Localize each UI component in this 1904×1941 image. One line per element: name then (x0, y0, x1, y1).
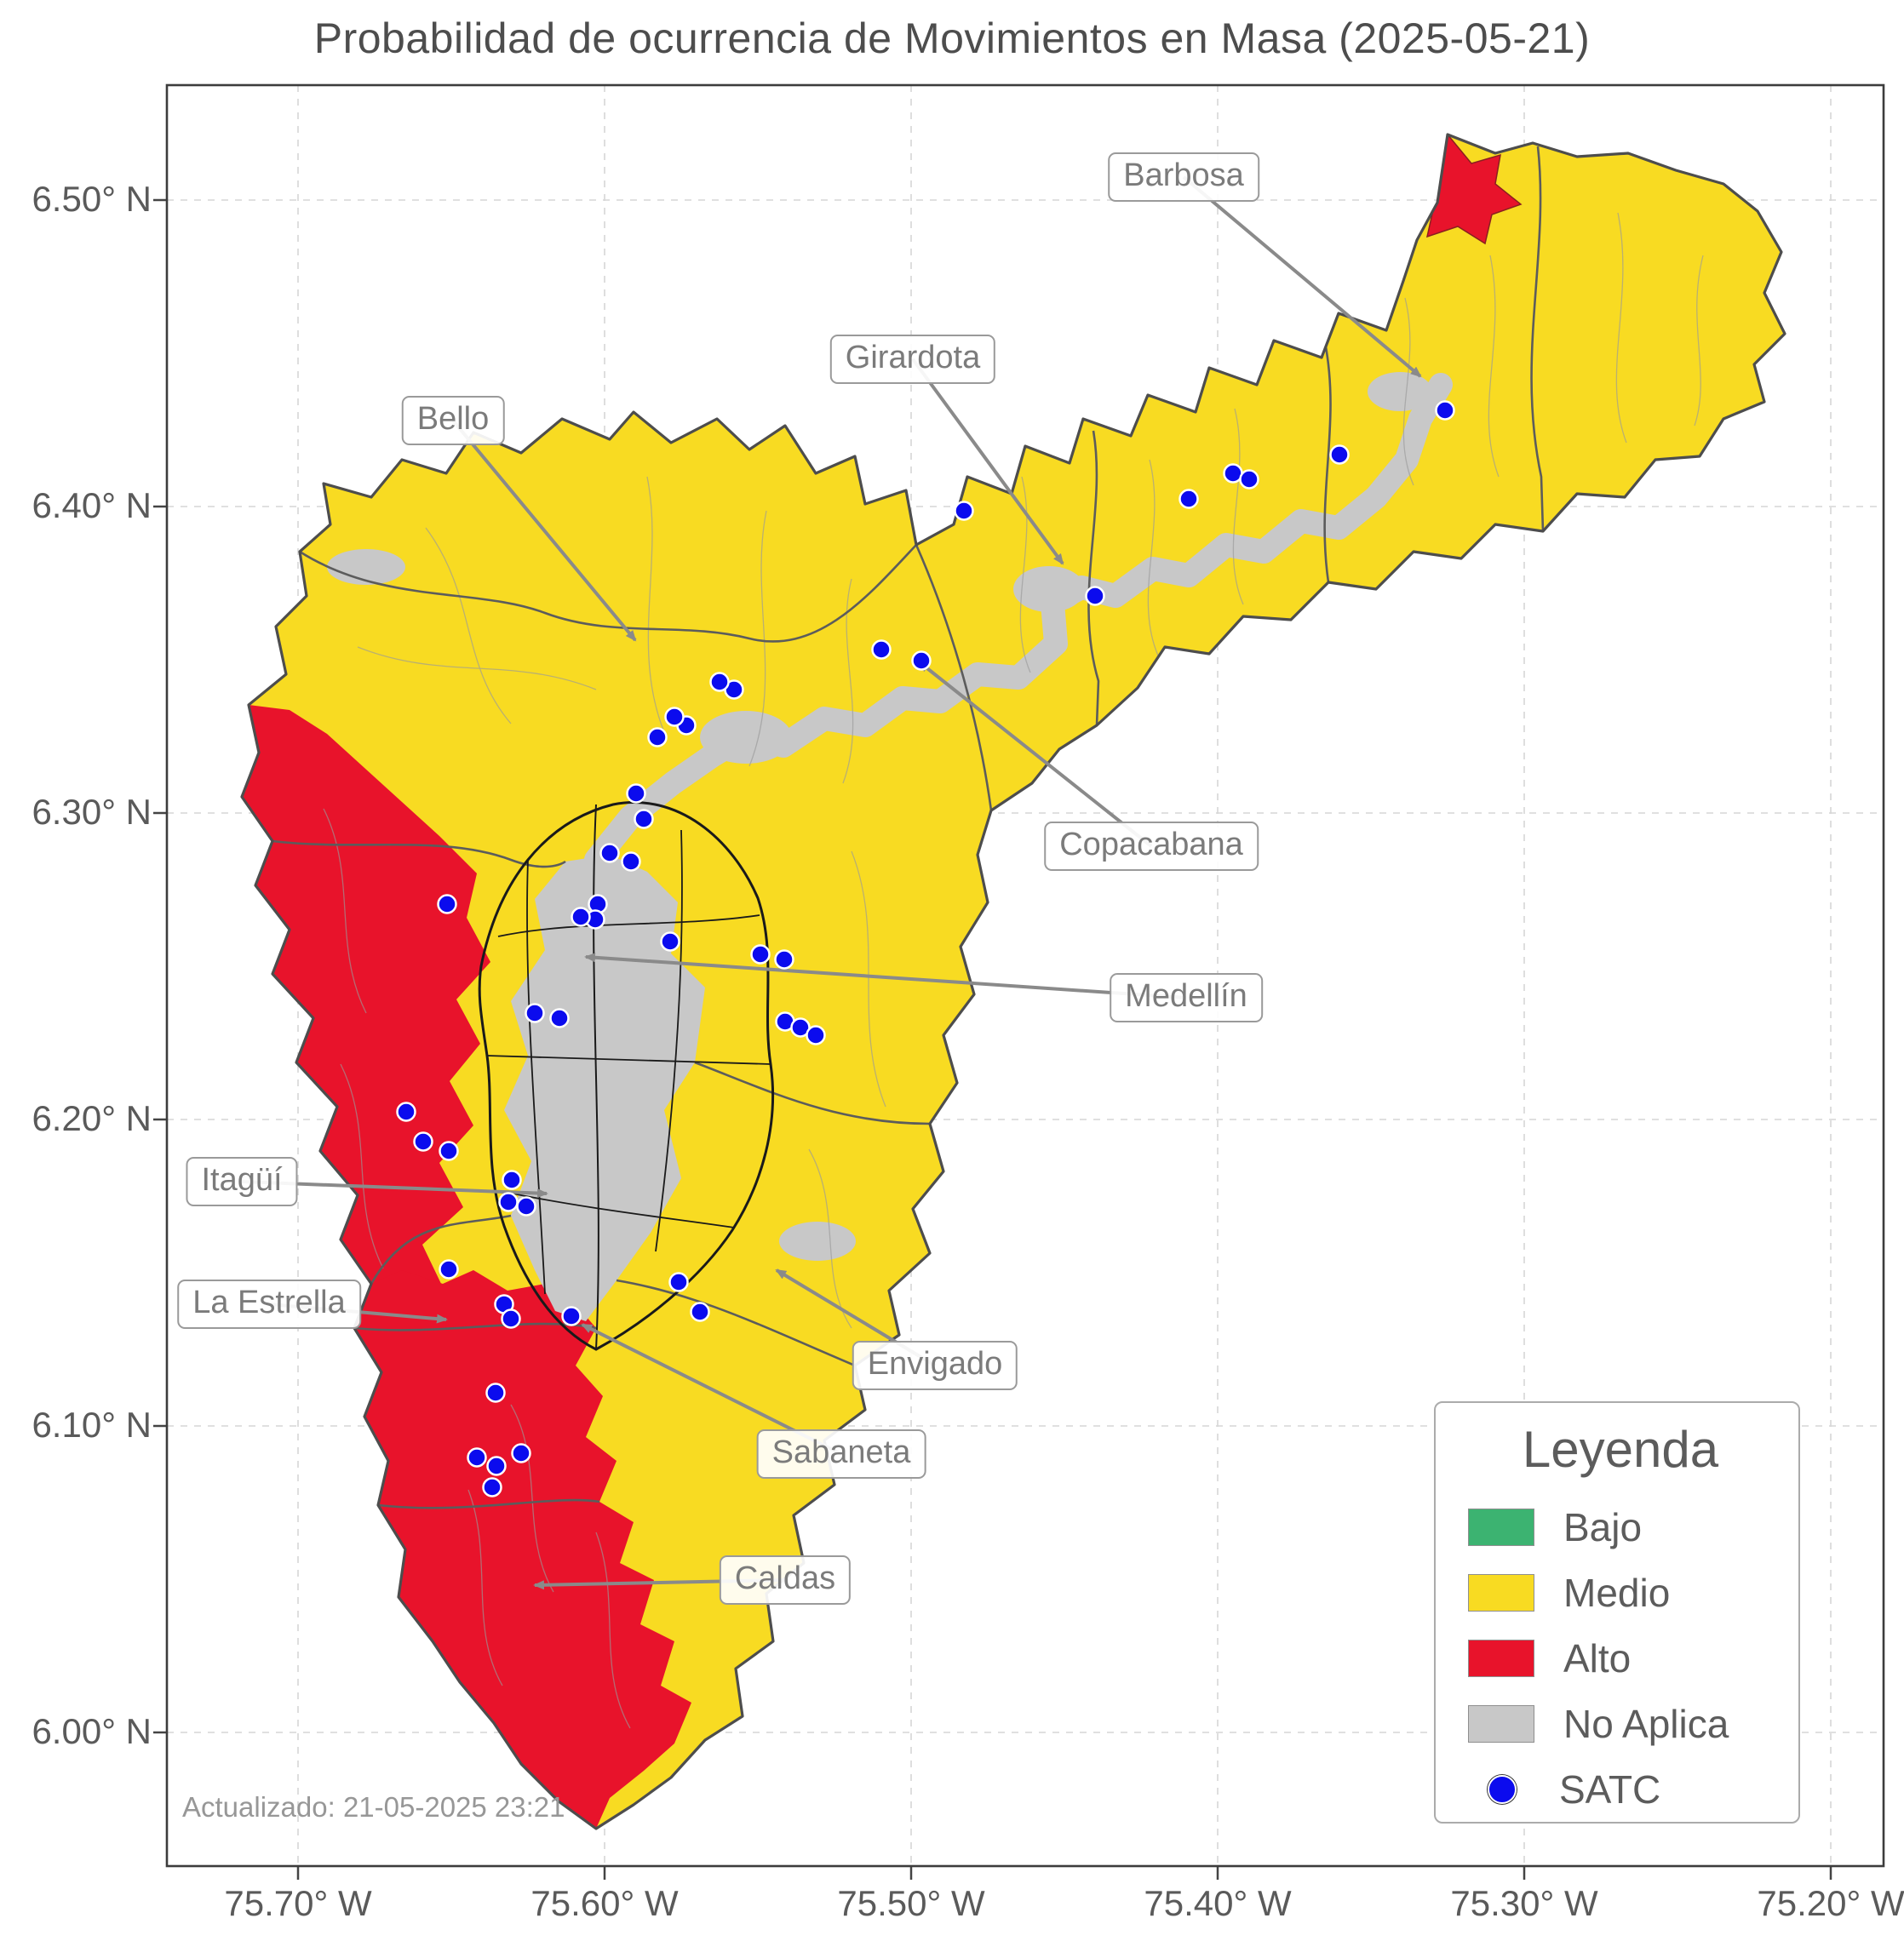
satc-station-dot (467, 1447, 487, 1468)
legend-row-medio: Medio (1468, 1560, 1798, 1625)
satc-station-dot (485, 1383, 506, 1403)
legend-label-bajo: Bajo (1563, 1504, 1643, 1549)
satc-station-dot (413, 1131, 433, 1152)
legend-label-satc: SATC (1559, 1766, 1661, 1812)
callout-arrow-copacabana (918, 661, 1153, 848)
satc-station-dot (911, 650, 932, 671)
satc-station-dot (750, 944, 771, 965)
satc-station-dot (1239, 469, 1259, 490)
legend-label-noaplica: No Aplica (1563, 1701, 1729, 1746)
satc-station-dot (498, 1192, 519, 1212)
satc-station-dot (396, 1102, 416, 1122)
updated-timestamp: Actualizado: 21-05-2025 23:21 (182, 1791, 565, 1823)
satc-station-dot (502, 1170, 522, 1190)
satc-station-dot (1085, 586, 1105, 606)
satc-station-dot (599, 843, 620, 863)
satc-dots-layer (396, 400, 1455, 1497)
x-tick-7570: 75.70° W (224, 1883, 372, 1923)
satc-station-dot (621, 851, 641, 872)
x-tick-7540: 75.40° W (1144, 1883, 1292, 1923)
callout-sabaneta: Sabaneta (756, 1429, 926, 1479)
callout-copacabana: Copacabana (1044, 822, 1259, 871)
city-boundaries (478, 801, 775, 1351)
callout-caldas: Caldas (719, 1555, 852, 1605)
y-tick-610: 6.10° N (32, 1405, 152, 1445)
y-tick-640: 6.40° N (32, 485, 152, 525)
callout-barbosa: Barbosa (1108, 152, 1259, 202)
legend-swatch-noaplica (1468, 1704, 1534, 1743)
satc-station-dot (668, 1272, 689, 1292)
aburra-valley-map (240, 133, 1786, 1830)
callout-arrow-barbosa (1182, 175, 1422, 378)
satc-station-dot (549, 1008, 570, 1028)
region-alto-south (354, 1270, 691, 1829)
satc-station-dot (954, 501, 974, 521)
legend-label-alto: Alto (1563, 1635, 1632, 1680)
region-noaplica-urban (504, 855, 705, 1321)
legend-title: Leyenda (1522, 1421, 1719, 1478)
callout-arrow-bello (451, 419, 637, 642)
plot-border (165, 83, 1885, 1868)
satc-station-dot (774, 949, 794, 970)
legend-row-alto: Alto (1468, 1625, 1798, 1691)
satc-station-dot (1435, 400, 1455, 421)
callout-arrow-girardota (911, 358, 1064, 565)
satc-station-dot (486, 1456, 507, 1476)
callout-girardota: Girardota (829, 335, 996, 384)
satc-station-dot (437, 894, 457, 914)
satc-station-dot (690, 1302, 710, 1322)
satc-station-dot (660, 931, 680, 952)
callout-arrow-medellin (584, 953, 1187, 999)
legend-swatch-alto (1468, 1639, 1534, 1677)
satc-station-dot (709, 672, 730, 692)
legend-row-bajo: Bajo (1468, 1494, 1798, 1560)
satc-station-dot (647, 727, 668, 747)
legend-row-satc: SATC (1468, 1756, 1798, 1822)
satc-station-dot (561, 1306, 582, 1326)
callout-la-estrella: La Estrella (177, 1280, 361, 1329)
region-medio (242, 135, 1785, 1829)
legend: Leyenda Bajo Medio Alto No Aplica SATC (1434, 1401, 1800, 1824)
satc-station-dot (516, 1196, 536, 1217)
callout-itagui: Itagüí (186, 1157, 298, 1206)
callout-bello: Bello (401, 396, 505, 445)
callout-envigado: Envigado (852, 1341, 1018, 1390)
satc-station-dot (626, 783, 646, 804)
satc-station-dot (871, 639, 892, 660)
x-tick-7520: 75.20° W (1757, 1883, 1904, 1923)
satc-station-dot (482, 1477, 502, 1497)
satc-station-dot (634, 809, 654, 829)
satc-station-dot (571, 907, 591, 927)
satc-station-dot (806, 1025, 826, 1045)
satc-station-dot (1179, 489, 1199, 509)
legend-swatch-medio (1468, 1573, 1534, 1612)
region-alto-west (242, 705, 490, 1417)
satc-station-dot (525, 1003, 545, 1023)
satc-station-dot (511, 1443, 531, 1463)
x-tick-7550: 75.50° W (837, 1883, 985, 1923)
satc-station-dot (1329, 444, 1350, 465)
region-outline (240, 133, 1786, 1830)
x-tick-7530: 75.30° W (1450, 1883, 1598, 1923)
satc-station-dot (664, 707, 685, 727)
y-tick-600: 6.00° N (32, 1711, 152, 1751)
satc-station-dot (439, 1141, 459, 1161)
vereda-boundaries (323, 212, 1704, 1729)
y-tick-630: 6.30° N (32, 792, 152, 832)
legend-label-medio: Medio (1563, 1570, 1671, 1615)
region-noaplica-blobs (327, 372, 1432, 1261)
x-tick-7560: 75.60° W (530, 1883, 679, 1923)
map-title: Probabilidad de ocurrencia de Movimiento… (313, 14, 1591, 62)
y-tick-620: 6.20° N (32, 1098, 152, 1138)
legend-row-noaplica: No Aplica (1468, 1691, 1798, 1756)
satc-station-dot (501, 1308, 521, 1329)
callout-medellin: Medellín (1110, 973, 1263, 1022)
axis-tick-marks (153, 198, 1832, 1880)
y-tick-650: 6.50° N (32, 179, 152, 219)
satc-station-dot (439, 1259, 459, 1280)
legend-dot-satc (1488, 1774, 1517, 1804)
legend-swatch-bajo (1468, 1508, 1534, 1546)
